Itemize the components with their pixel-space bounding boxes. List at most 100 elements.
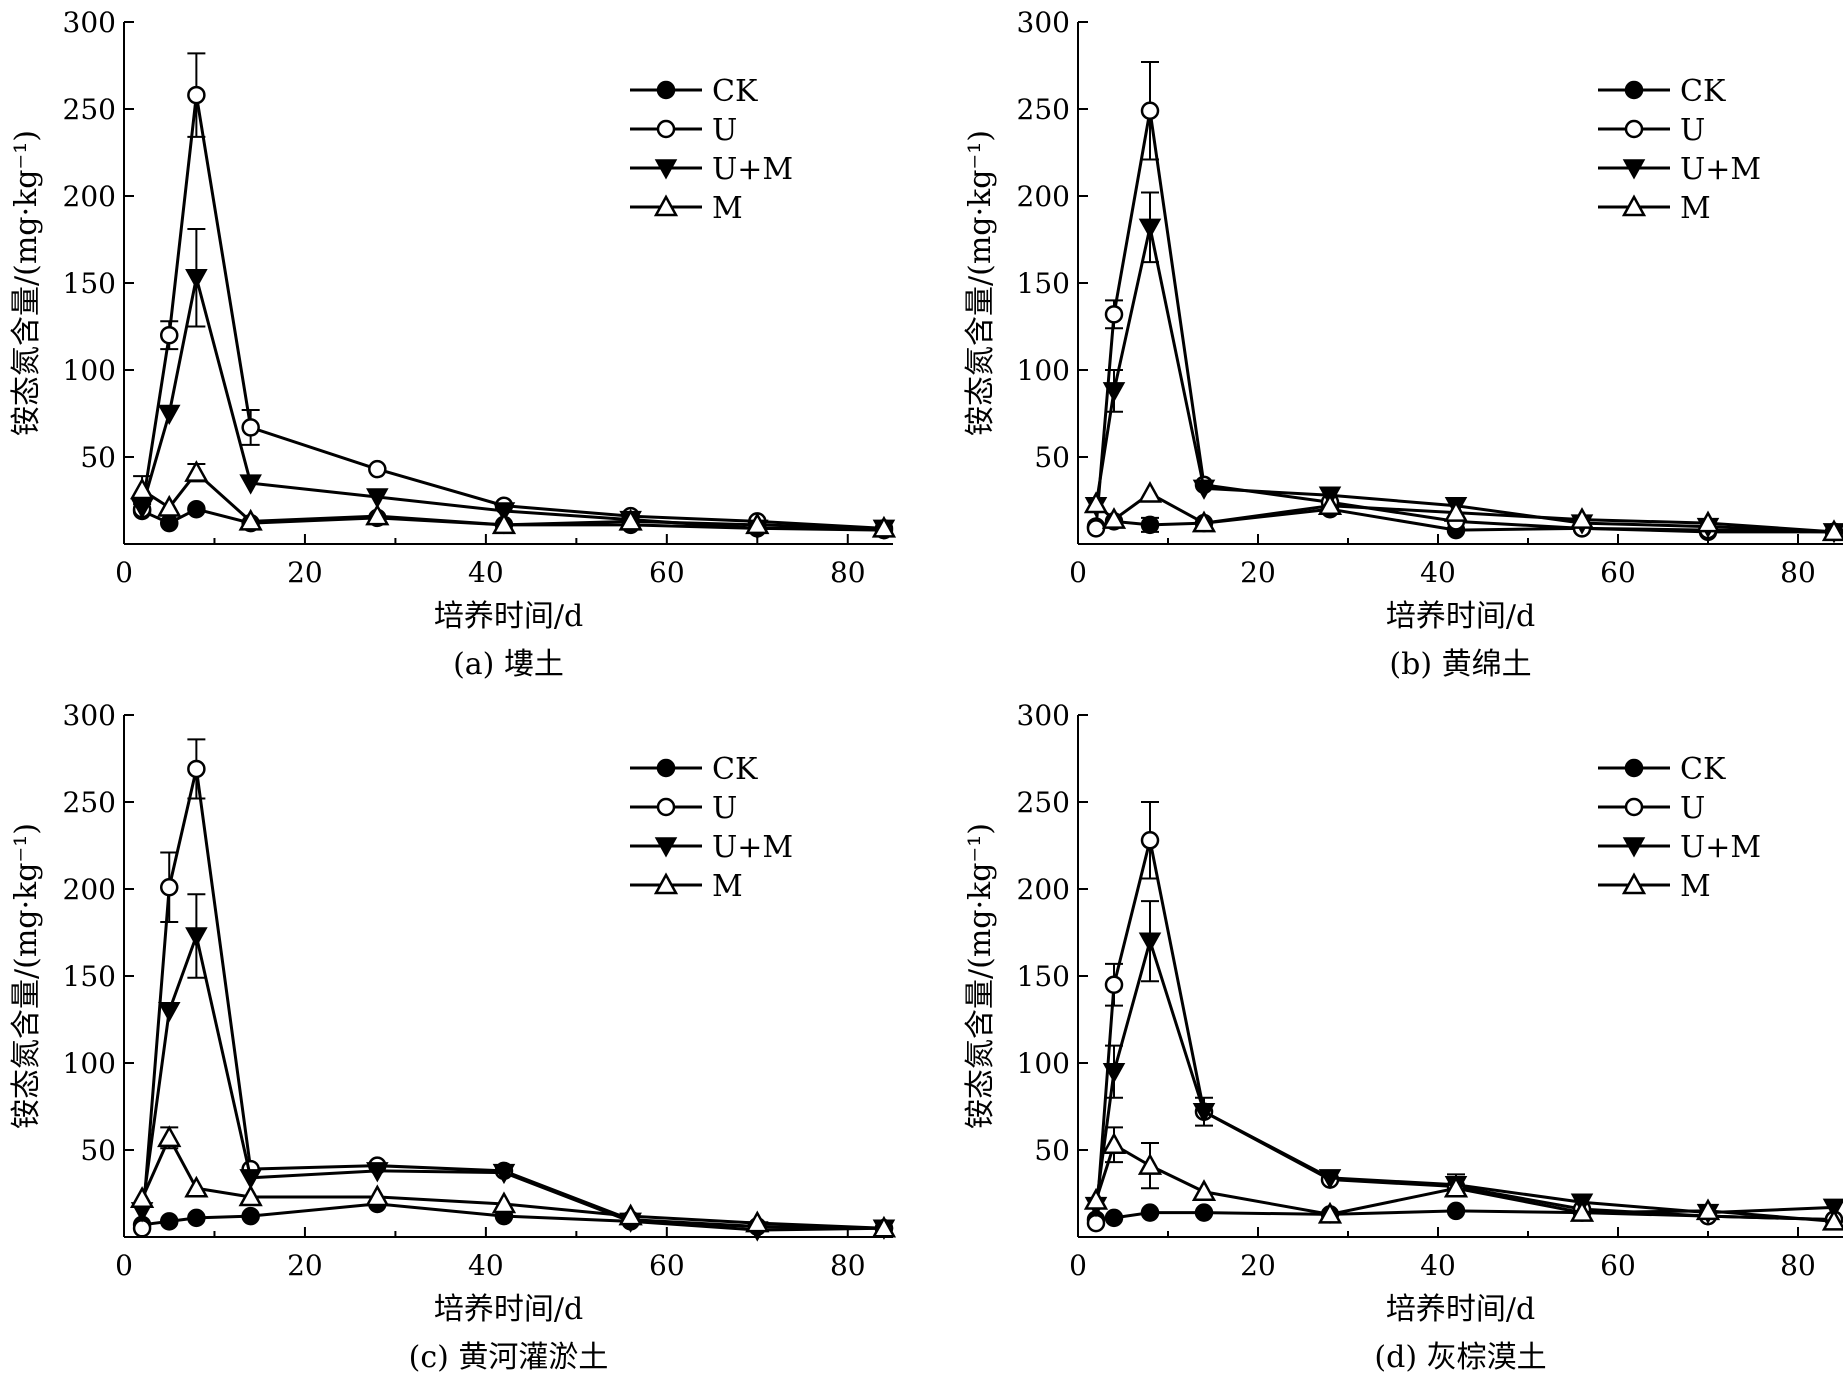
series-m <box>129 1125 897 1238</box>
data-point <box>1101 1132 1127 1155</box>
legend: CK U U+M M <box>630 752 793 904</box>
legend-label: M <box>712 869 743 904</box>
data-point <box>1137 1153 1163 1175</box>
data-point <box>1138 218 1162 239</box>
legend-label: CK <box>1680 752 1726 787</box>
data-point <box>1101 507 1127 529</box>
data-point <box>241 1206 260 1226</box>
data-point <box>1104 1208 1124 1228</box>
y-tick-label: 200 <box>1017 180 1070 213</box>
data-point <box>1192 1102 1216 1124</box>
y-tick-label: 200 <box>63 873 116 906</box>
y-tick-label: 300 <box>63 6 116 39</box>
data-point <box>157 494 182 517</box>
data-point <box>1140 515 1160 535</box>
y-tick-label: 50 <box>1034 441 1070 474</box>
data-point <box>492 502 516 523</box>
x-tick-label: 60 <box>1600 1249 1636 1282</box>
legend-marker <box>1624 80 1644 100</box>
data-point <box>129 1186 155 1208</box>
chart-panel-2: 50 100 150 200 250 300 0 20 40 60 80 培养时间/d 铵态氮含量/(m… <box>963 6 1843 682</box>
y-tick-label: 250 <box>1017 786 1070 819</box>
series-u-plus-m <box>130 228 896 540</box>
x-tick-label: 80 <box>1780 556 1816 589</box>
data-point <box>1821 519 1843 542</box>
series-u <box>132 52 894 538</box>
x-tick-label: 20 <box>287 1249 323 1282</box>
data-point <box>1086 519 1106 538</box>
data-point <box>1137 480 1163 503</box>
legend-label: U <box>1680 791 1705 826</box>
x-tick-label: 40 <box>468 1249 504 1282</box>
y-tick-label: 100 <box>1017 354 1070 387</box>
data-point <box>184 1175 209 1198</box>
legend-marker <box>1621 872 1647 895</box>
x-tick-label: 40 <box>1420 556 1456 589</box>
data-point <box>1138 932 1162 953</box>
data-point <box>1102 382 1126 403</box>
data-point <box>618 1203 643 1226</box>
series-m <box>1083 1126 1843 1231</box>
data-point <box>1695 1198 1721 1221</box>
data-point <box>1569 507 1595 529</box>
data-point <box>492 1163 516 1185</box>
legend-marker <box>653 194 679 217</box>
data-point <box>159 325 179 345</box>
legend-label: M <box>1680 869 1711 904</box>
series-line <box>140 277 884 530</box>
series-u-plus-m <box>1084 191 1843 544</box>
panel-caption: (c) 黄河灌淤土 <box>409 1340 609 1375</box>
data-point <box>185 927 208 948</box>
legend: CK U U+M M <box>1598 752 1761 904</box>
x-tick-label: 20 <box>1240 556 1276 589</box>
data-point <box>1140 101 1160 120</box>
legend-label: U <box>712 791 737 826</box>
legend-marker <box>1622 159 1646 180</box>
data-point <box>1191 1179 1217 1202</box>
data-point <box>187 85 206 105</box>
y-tick-label: 300 <box>1017 699 1070 732</box>
y-tick-label: 250 <box>1017 93 1070 126</box>
x-tick-label: 0 <box>115 556 133 589</box>
y-tick-label: 100 <box>1017 1047 1070 1080</box>
x-tick-label: 0 <box>1069 1249 1087 1282</box>
x-axis-title: 培养时间/d <box>1386 599 1535 634</box>
data-point <box>159 513 179 533</box>
legend-label: U <box>712 113 737 148</box>
panel-caption: (b) 黄绵土 <box>1389 647 1531 682</box>
data-point <box>1083 1187 1109 1210</box>
data-point <box>239 1169 262 1190</box>
data-point <box>745 1210 770 1233</box>
x-tick-label: 80 <box>830 556 866 589</box>
chart-panel-3: 50 100 150 200 250 300 0 20 40 60 80 培养时间/d 铵态氮含量/(m… <box>9 699 897 1375</box>
legend-marker <box>656 758 676 778</box>
y-axis-title: 铵态氮含量/(mg·kg⁻¹) <box>963 823 998 1129</box>
y-tick-label: 100 <box>63 1047 116 1080</box>
data-point <box>159 1212 179 1231</box>
data-point <box>238 508 263 531</box>
data-point <box>238 1184 263 1207</box>
y-axis-title: 铵态氮含量/(mg·kg⁻¹) <box>963 130 998 436</box>
data-point <box>368 459 387 479</box>
data-point <box>871 1215 897 1238</box>
data-point <box>366 1162 389 1183</box>
legend-label: CK <box>712 752 758 787</box>
chart-panel-1: 50 100 150 200 250 300 0 20 40 60 80 培养时间/d 铵态氮含量/(m… <box>9 6 897 682</box>
legend-marker <box>1624 119 1644 139</box>
legend-label: M <box>712 191 743 226</box>
data-point <box>1192 479 1216 500</box>
panel-caption: (d) 灰棕漠土 <box>1374 1340 1546 1375</box>
y-tick-label: 150 <box>63 960 116 993</box>
x-tick-label: 20 <box>287 556 323 589</box>
x-tick-label: 80 <box>830 1249 866 1282</box>
data-point <box>491 512 517 535</box>
legend-marker <box>1621 194 1647 217</box>
y-axis-title: 铵态氮含量/(mg·kg⁻¹) <box>9 130 44 436</box>
x-axis-title: 培养时间/d <box>434 599 583 634</box>
data-point <box>1104 305 1124 324</box>
x-tick-label: 0 <box>1069 556 1087 589</box>
series-m <box>129 460 897 538</box>
legend-marker <box>654 837 678 858</box>
data-point <box>745 512 770 535</box>
y-tick-label: 50 <box>1034 1134 1070 1167</box>
